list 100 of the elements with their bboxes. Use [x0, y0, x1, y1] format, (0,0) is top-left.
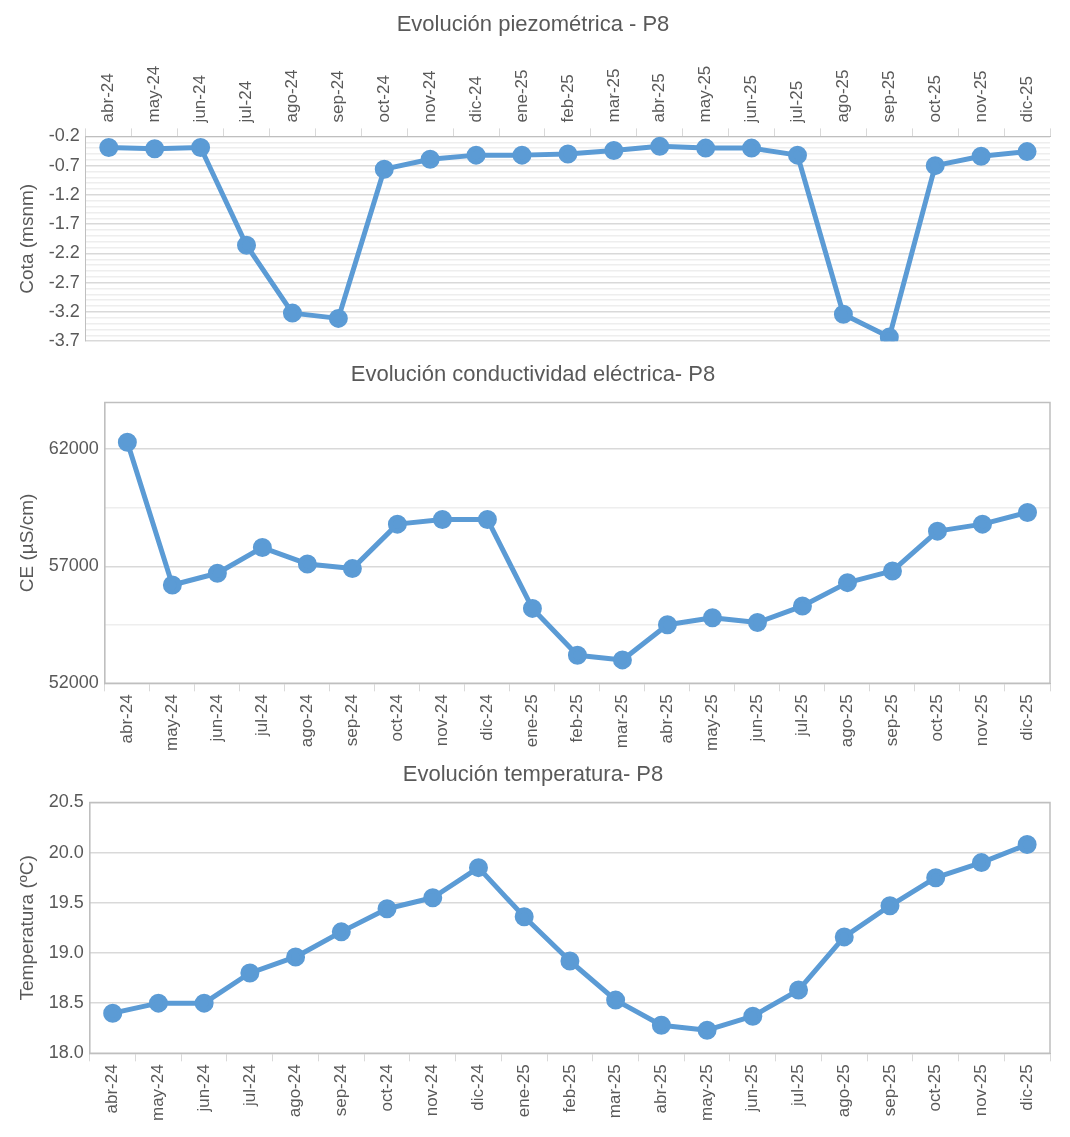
- point: [650, 136, 670, 156]
- x-tick-label: jun-24: [190, 75, 210, 124]
- x-tick-label: jul-24: [239, 1064, 259, 1107]
- point: [567, 645, 587, 665]
- x-tick-label: may-24: [144, 65, 164, 123]
- point: [207, 563, 227, 583]
- y-tick-label: 18.5: [48, 992, 84, 1013]
- x-tick-label: nov-25: [970, 70, 990, 123]
- point: [747, 612, 767, 632]
- point: [1017, 142, 1037, 162]
- x-tick-label: ago-24: [297, 694, 317, 748]
- point: [377, 899, 397, 919]
- point: [162, 575, 182, 595]
- x-tick-label: feb-25: [559, 1064, 579, 1113]
- x-tick-label: nov-25: [972, 694, 992, 747]
- point: [103, 1003, 123, 1023]
- x-tick-label: nov-25: [971, 1064, 991, 1117]
- point: [374, 159, 394, 179]
- y-tick-label: -2.2: [48, 242, 80, 263]
- point: [972, 514, 992, 534]
- x-tick-label: jun-25: [741, 75, 761, 124]
- x-tick-label: may-25: [696, 1064, 716, 1121]
- y-tick-label: 20.0: [48, 841, 84, 862]
- point: [522, 598, 542, 618]
- x-tick-label: mar-25: [612, 694, 632, 749]
- x-tick-label: ene-25: [513, 1064, 533, 1118]
- point: [787, 145, 807, 165]
- x-tick-label: jul-24: [236, 80, 256, 124]
- point: [514, 907, 534, 927]
- x-tick-label: nov-24: [422, 1064, 442, 1117]
- y-tick-label: 19.0: [48, 941, 84, 962]
- y-tick-label: -3.7: [48, 330, 80, 351]
- point: [927, 521, 947, 541]
- point: [789, 980, 809, 1000]
- point: [145, 139, 165, 159]
- point: [420, 149, 440, 169]
- point: [657, 615, 677, 635]
- point: [697, 1020, 717, 1040]
- point: [926, 868, 946, 888]
- x-tick-label: jul-25: [788, 1064, 808, 1107]
- point: [651, 1015, 671, 1035]
- y-tick-label: -1.7: [48, 213, 80, 234]
- y-tick-label: -1.2: [48, 183, 80, 204]
- y-axis-title: Cota (msnm): [15, 183, 37, 294]
- point: [606, 990, 626, 1010]
- x-tick-label: sep-24: [330, 1064, 350, 1117]
- x-tick-label: sep-24: [342, 694, 362, 747]
- x-tick-label: mar-25: [605, 1064, 625, 1119]
- x-tick-label: sep-25: [878, 70, 898, 123]
- x-tick-label: ago-24: [282, 69, 302, 123]
- point: [237, 235, 257, 255]
- x-tick-label: jun-24: [193, 1064, 213, 1113]
- x-tick-label: ago-25: [837, 694, 857, 748]
- point: [1017, 835, 1037, 855]
- chart-title: Evolución piezométrica - P8: [396, 11, 670, 37]
- point: [331, 922, 351, 942]
- point: [880, 896, 900, 916]
- x-tick-label: ene-25: [511, 69, 531, 123]
- point: [297, 554, 317, 574]
- x-tick-label: mar-25: [603, 68, 623, 123]
- x-tick-label: sep-25: [879, 1064, 899, 1117]
- x-tick-label: may-24: [148, 1064, 168, 1121]
- x-tick-label: abr-24: [117, 694, 137, 744]
- x-tick-label: abr-25: [657, 694, 677, 744]
- x-tick-label: oct-24: [387, 694, 407, 742]
- x-tick-label: oct-24: [376, 1064, 396, 1112]
- point: [328, 308, 348, 328]
- x-tick-label: dic-25: [1016, 76, 1036, 123]
- x-tick-label: abr-24: [98, 73, 118, 123]
- point: [833, 304, 853, 324]
- point: [743, 1006, 763, 1026]
- x-tick-label: jun-25: [742, 1064, 762, 1113]
- y-tick-label: 62000: [48, 438, 99, 459]
- chart-title: Evolución conductividad eléctrica- P8: [350, 361, 716, 387]
- point: [1018, 502, 1037, 522]
- y-tick-label: 57000: [48, 555, 99, 576]
- point: [432, 509, 452, 529]
- point: [882, 561, 902, 581]
- point: [971, 853, 991, 873]
- point: [423, 888, 443, 908]
- x-tick-label: jun-25: [747, 694, 767, 743]
- x-tick-label: abr-24: [102, 1064, 122, 1114]
- x-tick-label: jun-24: [207, 694, 227, 743]
- point: [742, 138, 762, 158]
- x-tick-label: may-24: [162, 694, 182, 751]
- x-tick-label: dic-24: [468, 1064, 488, 1111]
- y-tick-label: -3.2: [48, 300, 80, 321]
- point: [696, 138, 716, 158]
- x-tick-label: dic-24: [465, 76, 485, 123]
- point: [468, 858, 488, 878]
- y-tick-label: 52000: [48, 672, 99, 693]
- point: [604, 140, 624, 160]
- y-tick-label: 18.0: [48, 1042, 84, 1063]
- x-tick-label: nov-24: [419, 70, 439, 123]
- x-tick-label: jul-24: [252, 694, 272, 737]
- y-tick-label: -2.7: [48, 271, 80, 292]
- point: [286, 947, 306, 967]
- x-tick-label: feb-25: [567, 694, 587, 743]
- x-tick-label: abr-25: [649, 73, 669, 123]
- point: [512, 145, 532, 165]
